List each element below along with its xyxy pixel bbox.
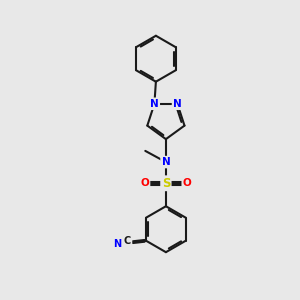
Text: N: N bbox=[161, 157, 170, 167]
Text: C: C bbox=[124, 236, 131, 246]
Text: N: N bbox=[173, 99, 182, 109]
Text: S: S bbox=[162, 177, 170, 190]
Text: O: O bbox=[140, 178, 149, 188]
Text: N: N bbox=[113, 238, 122, 249]
Text: O: O bbox=[183, 178, 191, 188]
Text: N: N bbox=[150, 99, 159, 109]
